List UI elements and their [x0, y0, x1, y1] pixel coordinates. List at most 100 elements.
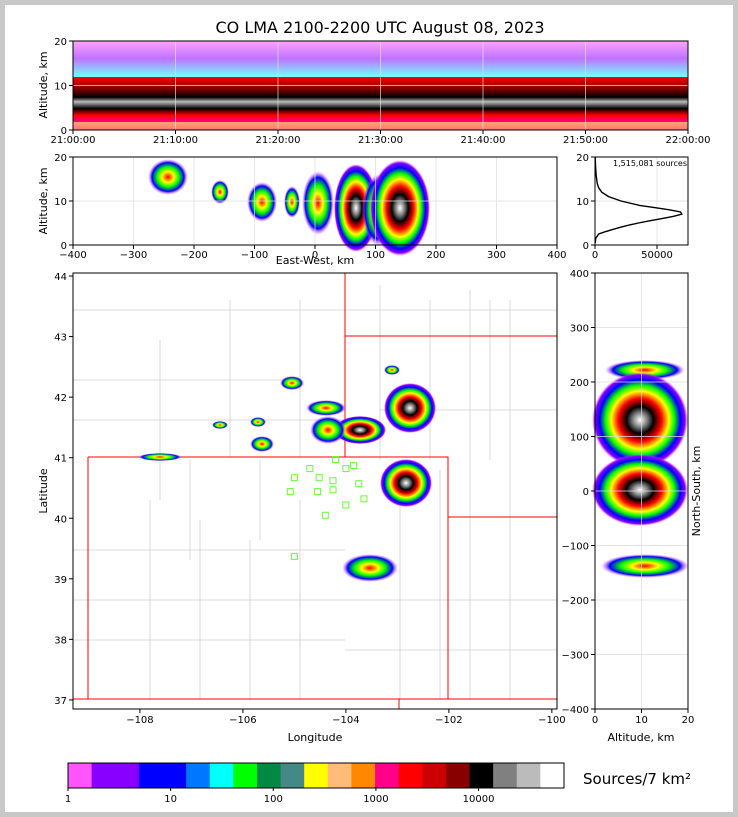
ew-altitude-x-tick-label: 200	[426, 250, 445, 261]
plan-cell-wyoming-2	[250, 436, 274, 452]
station-marker	[329, 486, 337, 494]
altitude-ns-x-tick-label: 20	[682, 715, 695, 726]
histogram-annotation: 1,515,081 sources	[613, 159, 687, 168]
altitude-ns-xlabel: Altitude, km	[607, 731, 674, 744]
colorbar-label: Sources/7 km²	[583, 770, 691, 788]
ns-band-middle	[592, 454, 688, 526]
station-marker	[355, 480, 363, 488]
ew-altitude-panel: −400 −300 −200 −100 0 100 200 300 400 0 10 20 East…	[37, 153, 567, 267]
ew-cell-west	[148, 159, 188, 195]
time-altitude-x-tick-label: 21:10:00	[153, 135, 198, 146]
altitude-ns-y-tick-label: −300	[562, 651, 589, 662]
ew-altitude-x-tick-label: 400	[547, 250, 566, 261]
ew-altitude-y-ticks: 0 10 20	[54, 153, 73, 252]
plan-view-y-tick-label: 37	[54, 696, 67, 707]
plan-view-y-tick-label: 43	[54, 333, 67, 344]
altitude-ns-y-ticks: 400 300 200 100 0 −100 −200 −300 −400	[562, 269, 595, 716]
time-altitude-y-tick-label: 20	[54, 37, 67, 48]
colorbar-swatch	[375, 763, 400, 788]
time-altitude-x-tick-label: 21:50:00	[563, 135, 608, 146]
altitude-ns-x-tick-label: 10	[635, 715, 648, 726]
colorbar-swatch	[304, 763, 329, 788]
plan-cell-north-west-2	[306, 400, 346, 416]
time-altitude-x-tick-label: 21:40:00	[461, 135, 506, 146]
ew-cell-d	[302, 171, 334, 235]
colorbar-tick-label: 1000	[363, 794, 388, 805]
colorbar-tick-label: 100	[264, 794, 283, 805]
plan-cell-wyoming-1	[280, 376, 304, 390]
histogram-y-ticks: 0 10 20	[576, 153, 595, 252]
ew-altitude-x-tick-label: 100	[366, 250, 385, 261]
ns-band-south	[601, 554, 689, 578]
time-altitude-y-tick-label: 10	[54, 82, 67, 93]
ew-cell-a	[211, 180, 229, 204]
altitude-ns-panel: 0 10 20 400 300 200 100 0 −100 −200 −300 −400 Alti…	[562, 269, 703, 744]
time-altitude-ylabel: Altitude, km	[37, 51, 50, 118]
time-altitude-y-tick-label: 0	[61, 126, 67, 137]
plan-cell-north-east	[384, 383, 436, 433]
plan-cell-north-west	[310, 416, 346, 444]
station-marker	[286, 488, 294, 496]
altitude-ns-y-tick-label: 300	[570, 324, 589, 335]
ew-cell-main-3	[370, 160, 430, 256]
ew-altitude-x-tick-label: −400	[59, 250, 86, 261]
ew-altitude-x-tick-label: 0	[312, 250, 318, 261]
ew-altitude-x-tick-label: −300	[120, 250, 147, 261]
plan-view-x-ticks: −108 −106 −104 −102 −100	[126, 709, 566, 726]
station-marker	[329, 477, 337, 485]
altitude-ns-y-tick-label: −100	[562, 542, 589, 553]
colorbar-swatch	[445, 763, 471, 788]
histogram-y-tick-label: 20	[576, 153, 589, 164]
time-altitude-x-tick-label: 21:20:00	[256, 135, 301, 146]
plan-view-ylabel: Latitude	[37, 468, 50, 514]
colorbar-swatch	[351, 763, 376, 788]
colorbar-swatch	[516, 763, 541, 788]
time-altitude-y-ticks: 0 10 20	[54, 37, 73, 137]
histogram-y-tick-label: 0	[583, 241, 589, 252]
ew-altitude-x-ticks: −400 −300 −200 −100 0 100 200 300 400	[59, 245, 567, 261]
altitude-ns-y-tick-label: 400	[570, 269, 589, 280]
station-marker	[350, 462, 358, 470]
ew-cell-b	[247, 182, 277, 222]
station-marker	[342, 465, 350, 473]
state-border-lines	[73, 273, 557, 709]
colorbar-swatch	[68, 763, 93, 788]
plan-view-x-tick-label: −104	[332, 715, 359, 726]
plan-view-y-tick-label: 44	[54, 272, 67, 283]
plan-cell-south	[342, 554, 398, 582]
colorbar-swatch	[162, 763, 187, 788]
plan-view-y-tick-label: 41	[54, 454, 67, 465]
plan-view-y-ticks: 37 38 39 40 41 42 43 44	[54, 272, 73, 707]
plan-view-x-tick-label: −108	[126, 715, 153, 726]
colorbar-swatches	[68, 763, 565, 788]
colorbar: 1 10 100 1000 10000 Sources/7 km²	[65, 762, 691, 805]
time-altitude-x-tick-label: 21:30:00	[358, 135, 403, 146]
plan-view-xlabel: Longitude	[288, 731, 343, 744]
station-markers	[286, 456, 368, 560]
plan-cell-west-line	[138, 453, 182, 461]
ew-cell-c	[284, 186, 300, 218]
colorbar-swatch	[327, 763, 352, 788]
station-marker	[360, 495, 368, 503]
plan-view-y-tick-label: 39	[54, 575, 67, 586]
colorbar-swatch	[469, 763, 494, 788]
ew-altitude-x-tick-label: −200	[180, 250, 207, 261]
altitude-ns-density	[592, 360, 689, 578]
time-altitude-x-tick-label: 21:00:00	[51, 135, 96, 146]
plan-cell-north-central	[334, 416, 386, 444]
state-borders	[73, 273, 557, 709]
station-marker	[306, 465, 314, 473]
ew-altitude-x-tick-label: 300	[487, 250, 506, 261]
altitude-ns-y-tick-label: 200	[570, 378, 589, 389]
colorbar-swatch	[540, 763, 565, 788]
plan-cell-central-east	[380, 459, 432, 507]
colorbar-swatch	[186, 763, 211, 788]
plan-view-x-tick-label: −100	[538, 715, 565, 726]
histogram-y-tick-label: 10	[576, 197, 589, 208]
plan-view-x-tick-label: −102	[435, 715, 462, 726]
histogram-x-tick-label: 50000	[641, 250, 673, 261]
county-lines	[73, 285, 557, 700]
ns-band-upper	[592, 372, 688, 468]
station-marker	[290, 474, 298, 482]
plan-view-y-tick-label: 40	[54, 514, 67, 525]
